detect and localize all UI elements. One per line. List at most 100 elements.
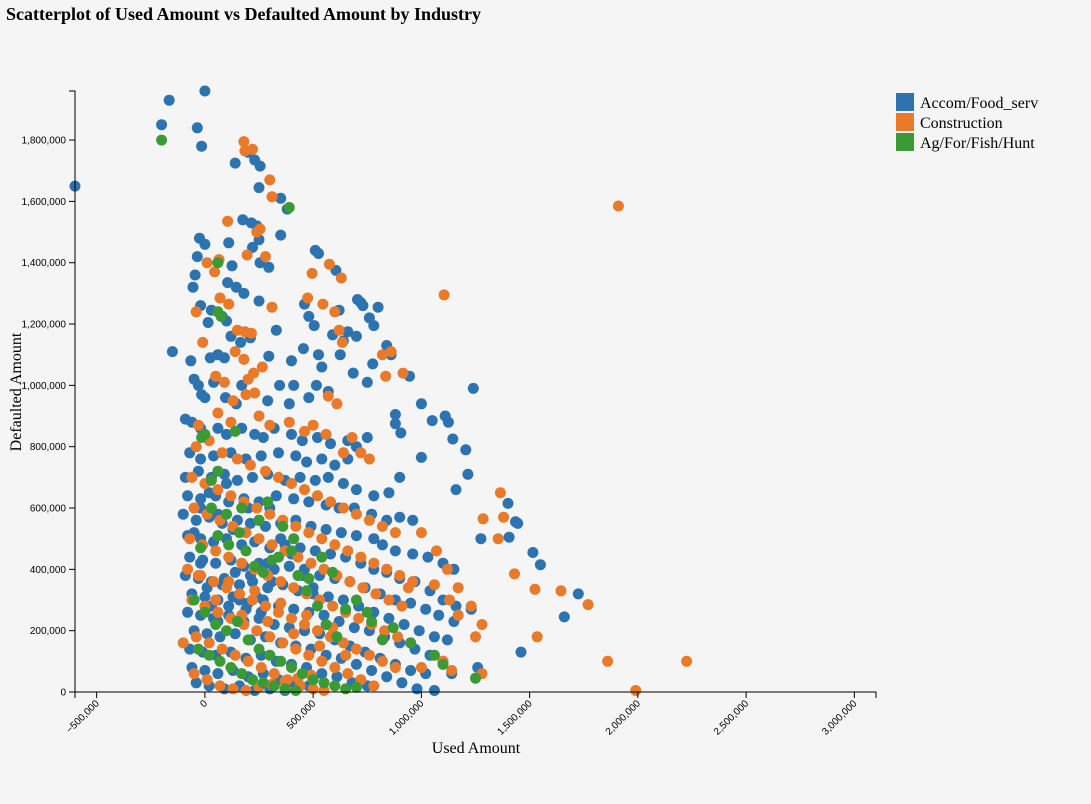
data-point xyxy=(231,453,243,465)
data-point xyxy=(225,490,237,502)
data-point xyxy=(230,281,242,293)
data-point xyxy=(407,548,419,560)
data-point xyxy=(216,447,228,459)
data-point xyxy=(512,517,524,529)
data-point xyxy=(442,416,454,428)
x-tick-label: 500,000 xyxy=(285,698,319,732)
data-point xyxy=(534,559,546,571)
data-point xyxy=(184,551,196,563)
x-axis: −500,000 0 500,000 1,000,000 1,500,000 2,000,… xyxy=(64,691,877,738)
data-point xyxy=(307,419,319,431)
legend-swatch xyxy=(896,133,914,151)
data-point xyxy=(467,382,479,394)
data-point xyxy=(389,409,401,420)
data-point xyxy=(275,533,287,545)
data-point xyxy=(268,668,280,680)
data-point xyxy=(286,662,297,673)
data-point xyxy=(389,418,401,430)
data-point xyxy=(263,350,275,362)
data-point xyxy=(241,249,253,261)
legend-item: Construction xyxy=(896,113,1003,132)
data-point xyxy=(277,637,289,649)
data-point xyxy=(465,600,477,612)
data-point xyxy=(322,471,334,483)
data-point xyxy=(263,261,275,273)
data-point xyxy=(318,609,330,621)
data-point xyxy=(462,468,474,480)
data-point xyxy=(366,616,378,627)
data-point xyxy=(274,379,286,391)
data-point xyxy=(422,551,434,563)
data-point xyxy=(266,301,278,313)
data-point xyxy=(288,582,300,594)
data-point xyxy=(320,524,332,535)
data-point xyxy=(156,119,168,131)
data-point xyxy=(325,438,336,450)
data-point xyxy=(389,662,401,673)
data-point xyxy=(288,493,300,505)
data-point xyxy=(192,570,204,581)
data-point xyxy=(368,490,380,502)
data-point xyxy=(190,631,202,643)
data-point xyxy=(166,346,178,358)
data-point xyxy=(279,683,291,695)
data-point xyxy=(240,545,252,557)
data-point xyxy=(363,514,375,526)
data-point xyxy=(310,379,322,391)
data-point xyxy=(177,508,189,520)
data-point xyxy=(331,631,343,643)
y-tick-label: 400,000 xyxy=(30,565,67,576)
data-point xyxy=(225,662,237,673)
x-axis-label: Used Amount xyxy=(432,740,521,757)
data-point xyxy=(317,298,329,310)
y-tick-label: 0 xyxy=(60,688,66,699)
y-tick-label: 200,000 xyxy=(30,626,67,637)
data-point xyxy=(446,665,458,676)
data-point xyxy=(582,599,594,611)
data-point xyxy=(494,487,506,499)
data-point xyxy=(264,174,276,186)
x-tick: 1,500,000 xyxy=(495,692,535,738)
data-point xyxy=(470,631,481,643)
data-point xyxy=(156,134,168,146)
data-point xyxy=(337,594,349,606)
data-point xyxy=(266,539,278,551)
data-point xyxy=(301,585,313,597)
data-point xyxy=(229,425,241,437)
data-point xyxy=(237,214,249,226)
y-tick-label: 1,400,000 xyxy=(22,258,67,269)
legend-label: Construction xyxy=(920,115,1003,132)
data-point xyxy=(199,665,211,676)
y-tick: 800,000 xyxy=(30,442,75,453)
data-point xyxy=(247,674,258,686)
data-point xyxy=(257,432,269,443)
data-point xyxy=(331,671,343,683)
data-point xyxy=(350,594,362,606)
data-point xyxy=(337,447,349,459)
data-point xyxy=(294,542,306,554)
data-point xyxy=(415,451,427,463)
x-tick-label: −500,000 xyxy=(64,698,102,736)
y-tick: 200,000 xyxy=(30,626,75,637)
data-point xyxy=(529,583,541,595)
x-tick-label: 2,500,000 xyxy=(712,698,752,738)
data-point xyxy=(363,453,375,465)
data-point xyxy=(257,566,269,578)
data-point xyxy=(460,444,472,456)
data-point xyxy=(212,407,224,419)
data-point xyxy=(301,456,313,468)
data-point xyxy=(208,450,220,462)
data-point xyxy=(415,398,427,410)
data-point xyxy=(242,634,254,646)
data-point xyxy=(197,336,209,348)
data-point xyxy=(316,453,328,465)
y-tick: 1,200,000 xyxy=(22,320,75,331)
data-point xyxy=(222,215,234,227)
data-point xyxy=(255,662,267,673)
data-point xyxy=(223,576,235,588)
x-tick: 0 xyxy=(198,692,210,710)
data-point xyxy=(177,637,189,649)
data-point xyxy=(244,459,256,471)
data-point xyxy=(452,609,464,621)
data-point xyxy=(309,474,321,486)
